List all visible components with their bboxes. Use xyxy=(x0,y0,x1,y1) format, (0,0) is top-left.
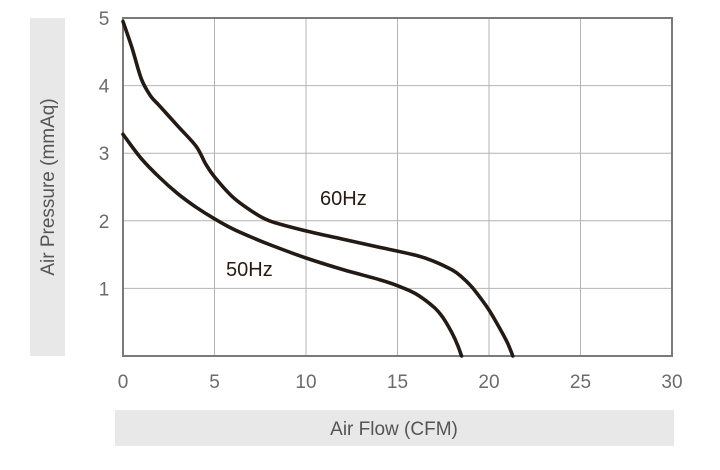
x-tick-label: 25 xyxy=(570,372,591,393)
y-tick-label: 3 xyxy=(99,144,110,165)
x-tick-label: 20 xyxy=(478,372,499,393)
series-line-60hz xyxy=(121,19,515,358)
series-label-60hz: 60Hz xyxy=(320,188,367,210)
y-axis-title-band xyxy=(30,18,65,356)
y-tick-label: 2 xyxy=(99,212,110,233)
series-line-50hz xyxy=(121,132,464,358)
series-curves xyxy=(121,19,515,358)
plot-frame xyxy=(122,17,673,357)
x-tick-label: 30 xyxy=(661,372,682,393)
x-tick-label: 0 xyxy=(118,372,129,393)
x-tick-label: 5 xyxy=(209,372,220,393)
tick-labels: 0 5 10 15 20 25 30 1 2 3 4 5 xyxy=(99,9,683,393)
series-label-50hz: 50Hz xyxy=(226,259,273,281)
x-axis-title-band xyxy=(115,410,674,446)
y-tick-label: 5 xyxy=(99,9,110,30)
x-tick-label: 15 xyxy=(387,372,408,393)
x-axis-title: Air Flow (CFM) xyxy=(330,419,458,440)
y-tick-label: 1 xyxy=(99,279,110,300)
y-axis-title: Air Pressure (mmAq) xyxy=(38,98,59,275)
y-tick-label: 4 xyxy=(99,77,110,98)
gridlines xyxy=(123,18,672,356)
x-tick-label: 10 xyxy=(295,372,316,393)
